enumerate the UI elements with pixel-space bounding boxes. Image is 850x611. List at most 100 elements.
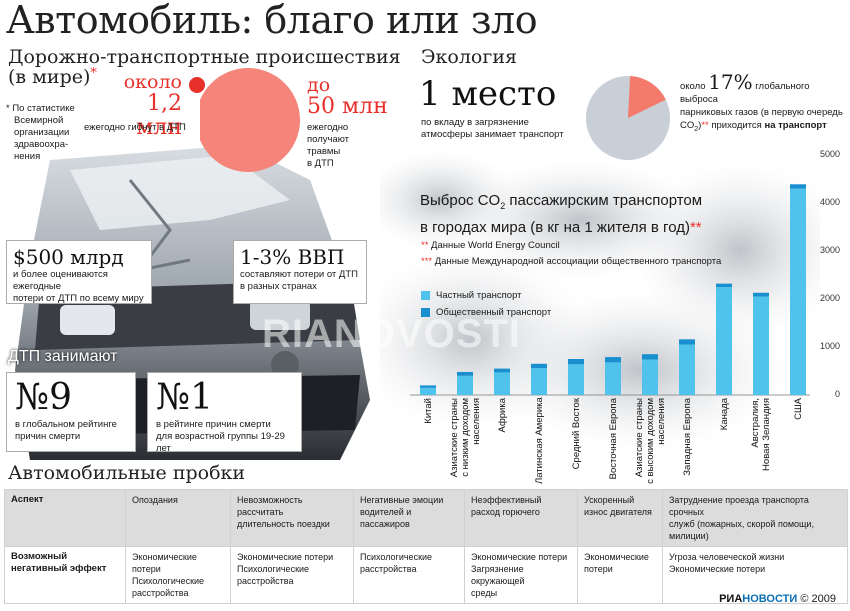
x-tick-label-line: Восточная Европа [607,398,619,480]
x-tick-label-line: Латинская Америка [533,397,545,484]
table-row: Аспект Опоздания Невозможность рассчитат… [4,489,848,547]
rank-global-box: №9 в глобальном рейтинге причин смерти [6,372,136,452]
x-tick-label: Австралия, Новая Зеландия [750,398,772,484]
aspect-cell: Неэффективный расход горючего [464,489,578,547]
bar-public [605,357,621,363]
cell-line: негативный эффект [11,563,107,574]
cost-value: $500 млрд [13,245,124,269]
injured-desc-line: получают [307,134,350,145]
x-tick-label: Восточная Европа [608,398,619,484]
pie-text-3: CO [680,120,695,131]
bar-private [420,387,436,395]
jams-heading: Автомобильные пробки [8,462,246,484]
ecology-place-desc-line: по вкладу в загрязнение [421,117,529,128]
cell-line: среды [471,588,498,598]
source-text: Данные Международной ассоциации обществе… [434,256,722,267]
pie-text-sub: 2 [694,125,699,133]
co2-share-pie [586,76,670,160]
bar-private [642,359,658,395]
cell-line: Опоздания [132,495,178,505]
bar-public [642,354,658,360]
cell-line: Угроза человеческой жизни [669,552,785,562]
aspect-cell: Затруднение проезда транспорта срочных сл… [662,489,848,547]
bar-public [753,292,769,297]
x-tick-label: Азиатские страны с низким доходом населени… [449,398,482,484]
killed-value: 1,2 млн [136,91,182,140]
ecology-place-desc: по вкладу в загрязнение атмосферы занима… [421,117,564,141]
cell-line: Экономические потери [669,564,766,574]
killed-desc: ежегодно гибнут в ДТП [84,122,186,133]
ecology-heading: Экология [421,46,517,68]
table-row-label: Аспект [4,489,126,547]
pie-text-1: глобального выброса [680,81,810,105]
y-tick-label: 2000 [819,293,840,303]
footnote-line: здравоохра- [14,139,69,150]
x-tick-label-line: с низким доходом [459,398,471,477]
aspect-cell: Негативные эмоции водителей и пассажиров [353,489,465,547]
pie-text-stars: ** [701,120,709,131]
x-tick-label-line: Средний Восток [570,398,582,470]
table-row: Возможный негативный эффект Экономические… [4,546,848,604]
rank-global-desc-line: причин смерти [15,431,81,442]
rank-global-desc-line: в глобальном рейтинге [15,419,117,430]
accidents-heading-line2: (в мире) [8,66,91,88]
legend-label: Общественный транспорт [436,307,552,318]
cell-line: расстройства [360,564,417,574]
cell-line: длительность поездки [237,519,330,529]
x-tick-label-line: Азиатские страны [633,398,645,478]
cost-box: $500 млрд и более оцениваются ежегодные … [6,240,152,304]
legend-swatch-public [421,307,430,317]
x-tick-label: США [793,398,804,484]
x-tick-label: Азиатские страны с высоким доходом населен… [634,398,667,484]
x-tick-label-line: Австралия, [750,398,761,448]
cell-line: Экономические [584,552,649,562]
rank-age-desc-line: в рейтинге причин смерти [156,419,271,430]
cost-desc-line: и более оцениваются ежегодные [13,269,108,292]
cell-line: Психологические [237,564,310,574]
brand-novosti: НОВОСТИ [742,593,798,605]
cell-line: Психологические [360,552,433,562]
cell-line: Психологические [132,576,205,586]
bar-private [531,368,547,395]
legend-private: Частный транспорт [421,290,522,302]
cell-line: Неэффективный [471,495,542,505]
cell-line: Ускоренный [584,495,635,505]
cell-line: расход горючего [471,507,540,517]
rank-age-box: №1 в рейтинге причин смерти для возрастн… [147,372,302,454]
footer: РИАНОВОСТИ © 2009 [719,593,836,605]
bar-public [568,359,584,365]
chart-title-line2: в городах мира (в кг на 1 жителя в год) [420,219,690,236]
gdp-desc-line: составляют потери от ДТП [240,269,358,280]
source-text: Данные World Energy Council [431,240,560,251]
effect-cell: Угроза человеческой жизни Экономические п… [662,546,848,604]
injured-desc-line: травмы [307,146,341,157]
killed-about: около [123,71,182,93]
injured-desc: ежегодно получают травмы в ДТП [307,122,349,170]
source-stars: *** [421,256,433,267]
injured-value: 50 млн [307,94,388,119]
page-title: Автомобиль: благо или зло [6,0,538,42]
accidents-asterisk: * [90,66,97,81]
cell-line: Экономические потери [237,552,334,562]
pie-text-4: ) [698,120,702,131]
pie-slice-transport [628,76,666,118]
y-tick-label: 1000 [819,341,840,351]
legend-label: Частный транспорт [436,290,522,301]
pie-text-5: приходится [711,120,762,131]
effect-cell: Экономические потери Психологические расст… [125,546,231,604]
rank-heading: ДТП занимают [8,348,118,365]
accidents-heading-line1: Дорожно-транспортные происшествия [8,46,401,68]
chart-title: Выброс CO2 пассажирским транспортом в го… [420,190,702,239]
aspect-cell: Ускоренный износ двигателя [577,489,663,547]
x-tick-label: Латинская Америка [533,397,545,484]
x-tick-label-line: населения [470,398,482,445]
legend-swatch-private [421,290,430,300]
cell-line: Невозможность рассчитать [237,495,303,517]
x-tick-label-line: Африка [496,398,508,433]
gdp-value: 1-3% ВВП [240,245,345,269]
watermark: RIANOVOSTI [262,312,521,356]
rank-age-desc-line: для возрастной группы 19-29 лет [156,431,285,454]
injured-about: до [307,74,331,96]
pie-text-2: парниковых газов (в первую очередь [680,107,843,118]
bar-public [790,184,806,189]
